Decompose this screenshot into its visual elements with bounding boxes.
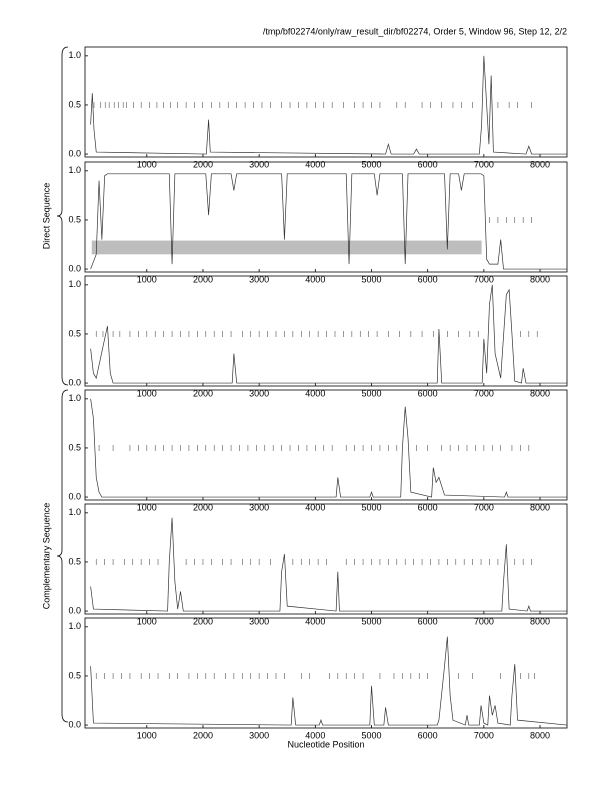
y-tick-label: 0.5 (68, 328, 81, 338)
y-tick-label: 1.0 (68, 507, 81, 517)
probability-line (90, 517, 567, 612)
y-tick-label: 0.5 (68, 670, 81, 680)
probability-line (90, 173, 567, 270)
y-tick-label: 1.0 (68, 50, 81, 60)
x-tick-label: 7000 (474, 388, 494, 398)
gene-region (91, 240, 482, 255)
x-tick-label: 3000 (249, 730, 269, 740)
y-tick-label: 0.0 (68, 263, 81, 273)
x-tick-label: 4000 (305, 388, 325, 398)
x-tick-label: 8000 (530, 159, 550, 169)
section-brace (56, 46, 69, 386)
x-tick-label: 6000 (418, 502, 438, 512)
x-tick-label: 5000 (361, 616, 381, 626)
x-tick-label: 4000 (305, 730, 325, 740)
x-tick-label: 8000 (530, 274, 550, 284)
x-tick-label: 8000 (530, 502, 550, 512)
y-tick-label: 0.5 (68, 214, 81, 224)
panel-frame (84, 275, 568, 387)
y-tick-label: 1.0 (68, 279, 81, 289)
panel-frame (84, 46, 568, 158)
panel-frame (84, 161, 568, 273)
x-axis-label: Nucleotide Position (287, 739, 364, 749)
x-tick-label: 6000 (418, 159, 438, 169)
probability-line (90, 284, 567, 384)
x-tick-label: 1000 (137, 274, 157, 284)
x-tick-label: 3000 (249, 502, 269, 512)
x-tick-label: 4000 (305, 616, 325, 626)
y-tick-label: 0.0 (68, 605, 81, 615)
x-tick-label: 3000 (249, 159, 269, 169)
x-tick-label: 8000 (530, 616, 550, 626)
x-tick-label: 4000 (305, 274, 325, 284)
x-tick-label: 5000 (361, 159, 381, 169)
x-tick-label: 3000 (249, 274, 269, 284)
x-tick-label: 2000 (193, 274, 213, 284)
x-tick-label: 6000 (418, 388, 438, 398)
x-tick-label: 6000 (418, 730, 438, 740)
x-tick-label: 6000 (418, 274, 438, 284)
x-tick-label: 3000 (249, 616, 269, 626)
x-tick-label: 6000 (418, 616, 438, 626)
x-tick-label: 1000 (137, 502, 157, 512)
y-tick-label: 0.5 (68, 99, 81, 109)
x-tick-label: 5000 (361, 274, 381, 284)
y-tick-label: 1.0 (68, 165, 81, 175)
chart-title: /tmp/bf02274/only/raw_result_dir/bf02274… (263, 26, 567, 36)
y-tick-label: 1.0 (68, 393, 81, 403)
panel-frame (84, 389, 568, 501)
x-tick-label: 8000 (530, 730, 550, 740)
y-tick-label: 0.5 (68, 556, 81, 566)
x-tick-label: 2000 (193, 159, 213, 169)
probability-line (90, 55, 567, 155)
x-tick-label: 3000 (249, 388, 269, 398)
x-tick-label: 5000 (361, 502, 381, 512)
x-tick-label: 1000 (137, 730, 157, 740)
x-tick-label: 2000 (193, 388, 213, 398)
y-tick-label: 0.0 (68, 148, 81, 158)
x-tick-label: 1000 (137, 616, 157, 626)
x-tick-label: 7000 (474, 274, 494, 284)
x-tick-label: 7000 (474, 730, 494, 740)
x-tick-label: 2000 (193, 502, 213, 512)
section-label: Direct Sequence (41, 183, 51, 250)
y-tick-label: 0.0 (68, 491, 81, 501)
x-tick-label: 4000 (305, 159, 325, 169)
section-label: Complementary Sequence (41, 503, 51, 610)
section-brace (56, 389, 69, 723)
y-tick-label: 0.0 (68, 377, 81, 387)
x-tick-label: 7000 (474, 616, 494, 626)
probability-line (90, 398, 567, 498)
x-tick-label: 4000 (305, 502, 325, 512)
panel-frame (84, 617, 568, 729)
x-tick-label: 8000 (530, 388, 550, 398)
x-tick-label: 7000 (474, 159, 494, 169)
probability-line (90, 636, 568, 726)
y-tick-label: 0.5 (68, 442, 81, 452)
x-tick-label: 2000 (193, 730, 213, 740)
panel-frame (84, 503, 568, 615)
x-tick-label: 2000 (193, 616, 213, 626)
y-tick-label: 1.0 (68, 621, 81, 631)
x-tick-label: 1000 (137, 388, 157, 398)
x-tick-label: 7000 (474, 502, 494, 512)
x-tick-label: 5000 (361, 388, 381, 398)
y-tick-label: 0.0 (68, 719, 81, 729)
x-tick-label: 1000 (137, 159, 157, 169)
x-tick-label: 5000 (361, 730, 381, 740)
